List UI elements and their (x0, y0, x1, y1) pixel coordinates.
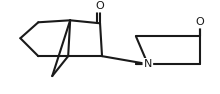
Text: N: N (144, 59, 152, 69)
Text: O: O (195, 17, 204, 27)
Text: O: O (96, 1, 104, 11)
